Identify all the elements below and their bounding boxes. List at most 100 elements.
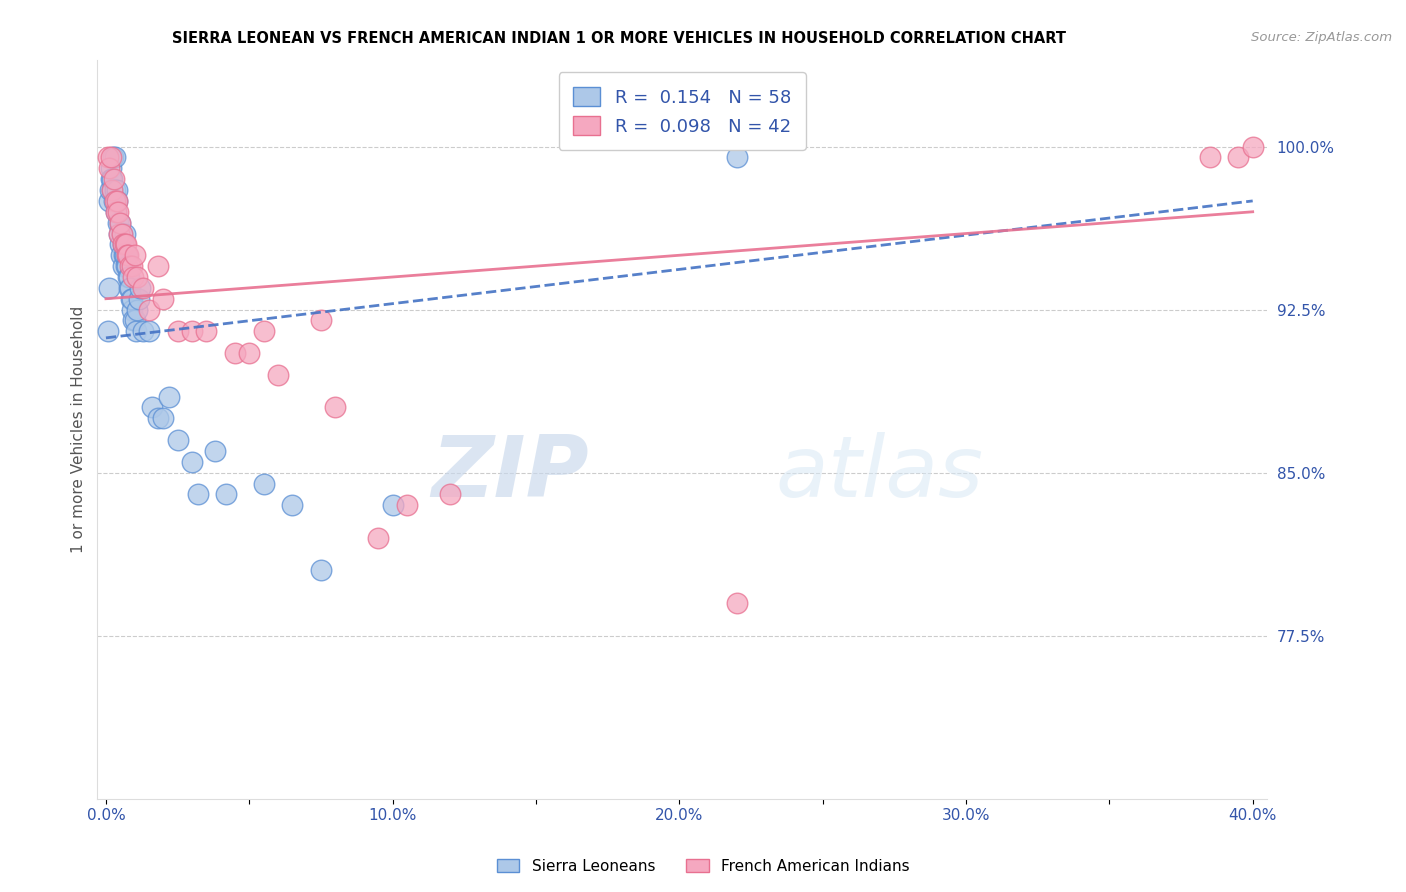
Point: [253, 476, 276, 491]
Point: [111, 227, 134, 241]
Text: atlas: atlas: [776, 432, 984, 515]
Point: [101, 150, 124, 164]
Point: [111, 237, 134, 252]
Point: [141, 401, 163, 415]
Point: [104, 204, 127, 219]
Point: [117, 259, 139, 273]
Point: [117, 248, 139, 262]
Point: [107, 194, 129, 208]
Point: [110, 216, 132, 230]
Point: [110, 237, 132, 252]
Point: [146, 411, 169, 425]
Point: [114, 237, 136, 252]
Point: [110, 248, 132, 262]
Point: [111, 227, 134, 241]
Point: [267, 368, 290, 382]
Y-axis label: 1 or more Vehicles in Household: 1 or more Vehicles in Household: [72, 306, 86, 553]
Point: [152, 292, 174, 306]
Point: [97, 281, 120, 295]
Point: [97, 324, 120, 338]
Point: [395, 498, 418, 512]
Point: [101, 172, 124, 186]
Point: [111, 237, 134, 252]
Point: [100, 183, 122, 197]
Point: [122, 313, 145, 327]
Point: [118, 270, 141, 285]
Point: [138, 324, 160, 338]
Point: [725, 150, 748, 164]
Point: [105, 194, 128, 208]
Point: [100, 161, 122, 176]
Point: [439, 487, 461, 501]
Point: [127, 270, 149, 285]
Point: [121, 302, 143, 317]
Point: [253, 324, 276, 338]
Point: [224, 346, 246, 360]
Point: [309, 564, 332, 578]
Point: [108, 227, 131, 241]
Point: [98, 161, 121, 176]
Point: [152, 411, 174, 425]
Legend: Sierra Leoneans, French American Indians: Sierra Leoneans, French American Indians: [491, 853, 915, 880]
Point: [114, 227, 136, 241]
Point: [117, 248, 139, 262]
Point: [115, 259, 138, 273]
Point: [100, 150, 122, 164]
Point: [1198, 150, 1220, 164]
Point: [121, 259, 143, 273]
Point: [104, 183, 127, 197]
Point: [381, 498, 404, 512]
Point: [120, 259, 142, 273]
Point: [138, 302, 160, 317]
Point: [115, 237, 138, 252]
Point: [128, 292, 150, 306]
Point: [104, 194, 127, 208]
Point: [204, 444, 226, 458]
Point: [132, 281, 155, 295]
Point: [103, 172, 125, 186]
Point: [108, 227, 131, 241]
Text: SIERRA LEONEAN VS FRENCH AMERICAN INDIAN 1 OR MORE VEHICLES IN HOUSEHOLD CORRELA: SIERRA LEONEAN VS FRENCH AMERICAN INDIAN…: [172, 31, 1066, 46]
Point: [118, 281, 141, 295]
Text: ZIP: ZIP: [432, 432, 589, 515]
Point: [215, 487, 238, 501]
Point: [121, 292, 143, 306]
Point: [122, 270, 145, 285]
Point: [98, 183, 121, 197]
Point: [166, 324, 188, 338]
Point: [98, 194, 121, 208]
Point: [107, 204, 129, 219]
Point: [181, 455, 204, 469]
Point: [112, 248, 135, 262]
Point: [132, 324, 155, 338]
Point: [195, 324, 218, 338]
Point: [1227, 150, 1250, 164]
Point: [125, 324, 148, 338]
Text: Source: ZipAtlas.com: Source: ZipAtlas.com: [1251, 31, 1392, 45]
Point: [103, 194, 125, 208]
Point: [127, 302, 149, 317]
Point: [120, 292, 142, 306]
Point: [108, 216, 131, 230]
Point: [1241, 139, 1264, 153]
Point: [323, 401, 346, 415]
Point: [146, 259, 169, 273]
Point: [101, 183, 124, 197]
Point: [238, 346, 260, 360]
Legend: R =  0.154   N = 58, R =  0.098   N = 42: R = 0.154 N = 58, R = 0.098 N = 42: [558, 72, 806, 150]
Point: [166, 433, 188, 447]
Point: [367, 531, 389, 545]
Point: [112, 259, 135, 273]
Point: [181, 324, 204, 338]
Point: [104, 204, 127, 219]
Point: [117, 270, 139, 285]
Point: [124, 313, 146, 327]
Point: [105, 183, 128, 197]
Point: [124, 248, 146, 262]
Point: [187, 487, 209, 501]
Point: [281, 498, 304, 512]
Point: [120, 281, 142, 295]
Point: [115, 248, 138, 262]
Point: [129, 281, 152, 295]
Point: [97, 150, 120, 164]
